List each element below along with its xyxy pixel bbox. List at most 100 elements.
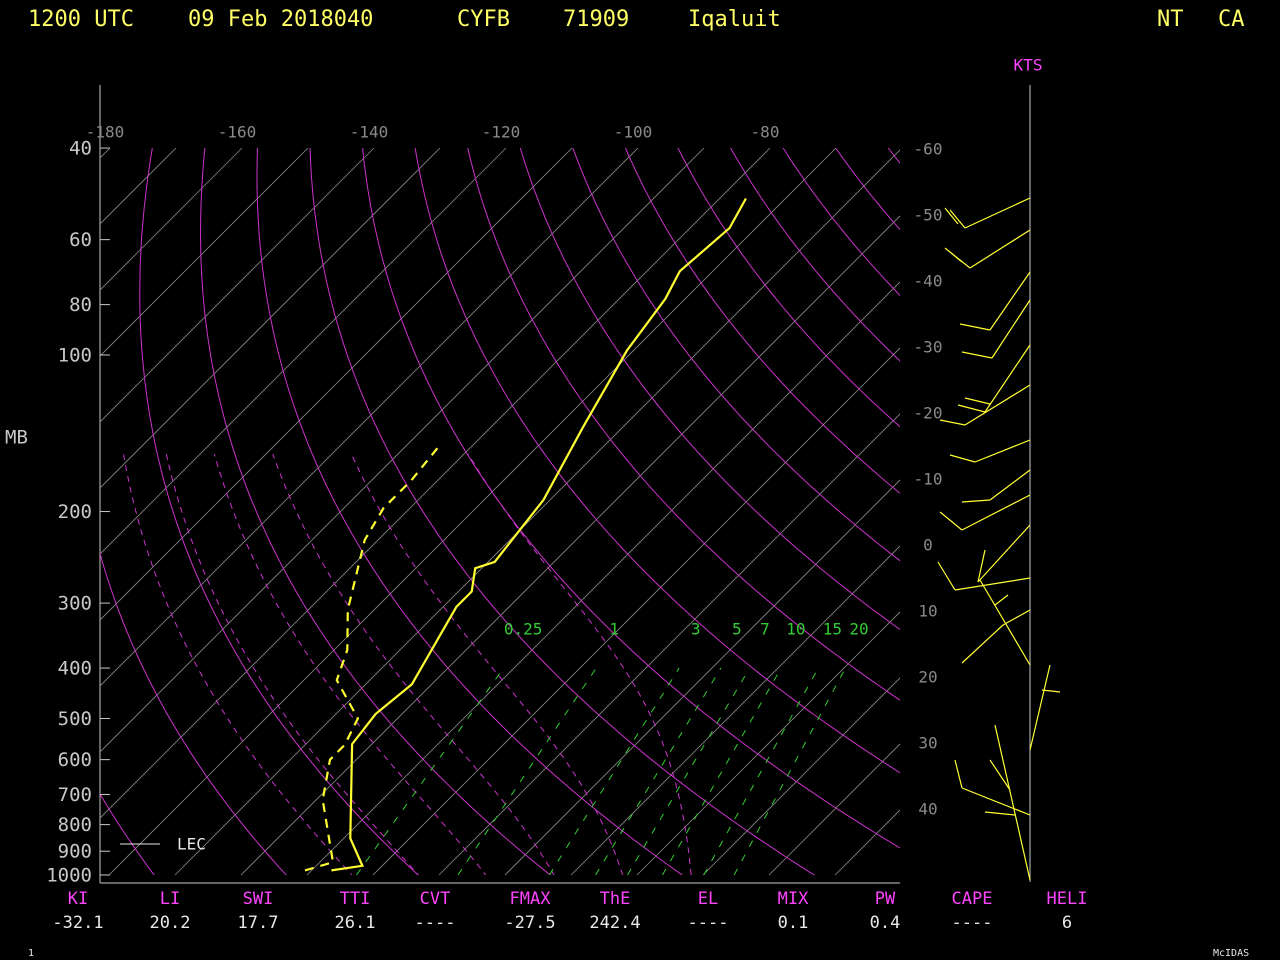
isotherm — [174, 149, 900, 875]
wind-barb — [984, 724, 1031, 881]
index-name: FMAX — [510, 889, 552, 909]
index-name: SWI — [243, 889, 274, 909]
dry-adiabat — [362, 148, 900, 849]
station: CYFB — [457, 7, 510, 32]
wind-barb — [939, 384, 1031, 426]
top-temperature-label: -120 — [482, 123, 521, 142]
wind-barb — [961, 299, 1031, 359]
top-temperature-label: -80 — [751, 123, 780, 142]
isotherm — [768, 743, 900, 875]
wind-barb — [979, 579, 1031, 666]
station-id: 71909 — [563, 7, 629, 32]
isotherm — [100, 148, 705, 753]
pressure-tick-label: 100 — [58, 345, 92, 367]
index-name: CAPE — [952, 889, 993, 909]
dry-adiabat — [624, 148, 900, 494]
isotherm — [100, 148, 375, 423]
footer-left: 1 — [28, 948, 34, 959]
index-value: -27.5 — [504, 913, 555, 933]
dry-adiabat — [519, 148, 900, 631]
background-lines — [100, 148, 900, 875]
wind-barb — [939, 494, 1031, 531]
right-temperature-label: -20 — [914, 404, 943, 423]
pressure-tick-label: 400 — [58, 658, 92, 680]
wind-barb — [944, 229, 1031, 269]
mixing-ratio-line — [662, 667, 782, 875]
pressure-tick-label: 1000 — [46, 865, 92, 887]
index-name: PW — [875, 889, 896, 909]
dry-adiabat — [139, 148, 419, 875]
moist-adiabat — [213, 453, 487, 875]
isotherm — [100, 148, 309, 357]
traces — [304, 197, 747, 872]
temperature-trace — [331, 197, 747, 872]
index-value: 6 — [1062, 913, 1072, 933]
isotherm — [240, 215, 900, 875]
top-temperature-label: -180 — [86, 123, 125, 142]
mixing-ratio-label: 5 — [732, 620, 742, 639]
pressure-tick-label: 40 — [69, 138, 92, 160]
isotherm — [702, 677, 900, 875]
time: 1200 UTC — [28, 7, 134, 32]
wind-barb — [961, 469, 1031, 503]
dry-adiabat — [782, 148, 900, 297]
right-temperature-label: -30 — [914, 338, 943, 357]
mixing-ratio-line — [356, 667, 504, 875]
isotherm — [100, 148, 771, 819]
index-value: 0.4 — [870, 913, 901, 933]
wind-barb — [977, 524, 1031, 583]
pressure-tick-label: 600 — [58, 749, 92, 771]
moist-adiabat — [467, 453, 692, 875]
legend-label: LEC — [177, 835, 206, 854]
mixing-ratio-line — [703, 667, 819, 875]
wind-barbs — [937, 197, 1061, 881]
pressure-tick-label: 700 — [58, 784, 92, 806]
wind-unit: KTS — [1014, 56, 1043, 75]
top-temperature-label: -140 — [350, 123, 389, 142]
right-temperature-label: -50 — [914, 206, 943, 225]
region: NT — [1157, 7, 1184, 32]
wind-barb — [937, 561, 1031, 591]
pressure-tick-label: 60 — [69, 229, 92, 251]
dry-adiabat — [100, 148, 287, 875]
wind-barb — [961, 609, 1031, 664]
date: 09 Feb 2018040 — [188, 7, 373, 32]
isotherm — [100, 148, 573, 621]
right-temperature-label: -10 — [914, 470, 943, 489]
index-name: LI — [160, 889, 180, 909]
mixing-ratio-line — [733, 667, 846, 875]
index-name: KI — [68, 889, 88, 909]
dry-adiabat — [414, 148, 900, 774]
wind-barb — [1029, 664, 1061, 751]
right-temperature-label: -60 — [914, 140, 943, 159]
mixing-ratio-label: 7 — [760, 620, 770, 639]
mixing-ratio-label: 1 — [609, 620, 619, 639]
footer-right: McIDAS — [1213, 948, 1249, 959]
moist-adiabat — [272, 453, 555, 875]
dry-adiabat — [309, 148, 816, 875]
isotherm — [504, 479, 900, 875]
pressure-tick-label: 900 — [58, 841, 92, 863]
dry-adiabat — [467, 148, 900, 701]
index-value: -32.1 — [52, 913, 103, 933]
dry-adiabat — [199, 148, 552, 875]
moist-adiabat — [350, 453, 624, 875]
dry-adiabat — [729, 148, 900, 362]
moist-adiabat — [165, 453, 419, 875]
isotherm — [100, 148, 441, 489]
index-value: ---- — [688, 913, 729, 933]
country: CA — [1218, 7, 1245, 32]
pressure-tick-label: 200 — [58, 501, 92, 523]
wind-barb — [944, 197, 1031, 229]
index-name: CVT — [420, 889, 451, 909]
isotherm — [108, 148, 837, 875]
isotherm — [372, 347, 900, 875]
isotherm — [100, 148, 639, 687]
right-temperature-label: 10 — [918, 602, 937, 621]
index-value: ---- — [415, 913, 456, 933]
dry-adiabat — [572, 148, 900, 562]
mixing-ratio-label: 0.25 — [504, 620, 543, 639]
top-temperature-label: -160 — [218, 123, 257, 142]
